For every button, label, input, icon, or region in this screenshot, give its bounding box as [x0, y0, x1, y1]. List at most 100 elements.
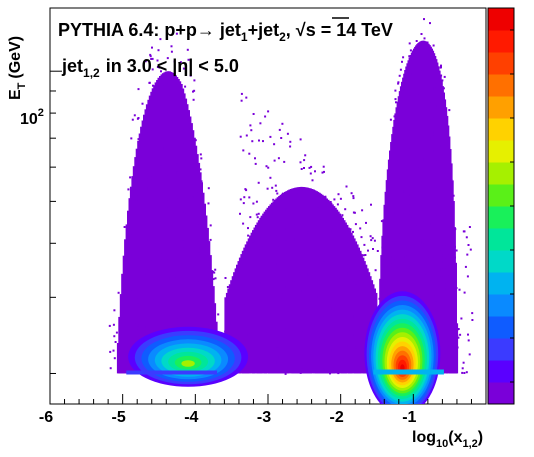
heat-cell	[302, 329, 305, 332]
heat-cell	[359, 250, 362, 374]
heat-cell	[113, 357, 116, 360]
heat-cell	[442, 261, 445, 264]
x-tick-label: -6	[39, 409, 53, 426]
heat-cell	[189, 116, 192, 374]
heat-cell	[147, 139, 150, 142]
heat-cell	[271, 324, 274, 327]
y-tick-label: 102	[20, 107, 44, 128]
heat-cell	[329, 349, 332, 352]
heat-cell	[398, 256, 401, 259]
heat-cell	[294, 222, 297, 225]
colorbar-segment	[488, 96, 514, 119]
heat-cell	[356, 334, 359, 337]
heat-cell	[429, 280, 432, 283]
heat-cell	[198, 162, 201, 374]
heat-cell	[276, 239, 279, 242]
heat-cell	[266, 332, 268, 335]
heat-cell	[239, 212, 241, 215]
heat-cell	[346, 262, 349, 265]
heat-cell	[210, 278, 212, 281]
heat-cell	[419, 249, 422, 252]
heat-cell	[208, 278, 211, 280]
heat-cell	[281, 122, 284, 125]
heat-cell	[159, 38, 162, 41]
heat-cell	[386, 169, 389, 374]
heat-cell	[289, 203, 292, 205]
heat-cell	[400, 196, 403, 199]
heat-cell	[459, 333, 462, 336]
heat-cell	[246, 246, 249, 249]
heat-cell	[133, 114, 136, 117]
heat-cell	[182, 247, 185, 250]
heat-cell	[342, 281, 345, 284]
heat-cell	[135, 298, 138, 301]
heat-cell	[125, 224, 128, 374]
heat-cell	[445, 268, 448, 271]
heat-cell	[187, 201, 190, 204]
heat-cell	[376, 250, 379, 252]
heat-cell	[408, 93, 410, 96]
heat-cell	[432, 255, 435, 258]
heat-cell	[335, 370, 338, 373]
heat-cell	[330, 202, 333, 374]
heat-cell	[291, 188, 294, 374]
heat-cell	[165, 112, 168, 115]
heat-cell	[186, 104, 189, 374]
heat-cell	[136, 272, 138, 274]
heat-cell	[267, 110, 270, 113]
heat-cell	[135, 200, 138, 203]
heat-cell	[453, 201, 455, 374]
heat-cell	[160, 257, 162, 260]
heat-cell	[224, 277, 227, 279]
heat-cell	[135, 193, 138, 196]
heat-cell	[265, 165, 268, 168]
heat-cell	[448, 136, 451, 374]
heat-cell	[374, 269, 377, 272]
heat-cell	[401, 137, 404, 140]
heat-cell	[418, 228, 420, 231]
heat-cell	[307, 273, 310, 276]
heat-cell	[303, 325, 305, 327]
heat-cell	[197, 247, 200, 250]
heat-cell	[365, 290, 368, 293]
heat-cell	[450, 320, 453, 323]
heat-cell	[269, 362, 272, 364]
heat-cell	[466, 253, 469, 256]
heat-cell	[351, 333, 354, 336]
heat-cell	[416, 94, 419, 97]
heat-cell	[165, 83, 168, 86]
heat-cell	[460, 317, 463, 320]
heat-cell	[238, 257, 241, 374]
heat-cell	[370, 203, 372, 206]
heat-cell	[133, 265, 136, 268]
heat-cell	[148, 181, 151, 184]
heat-cell	[308, 166, 311, 169]
heat-cell	[411, 50, 414, 374]
heat-cell	[384, 191, 387, 374]
heat-cell	[438, 77, 441, 80]
heat-cell	[264, 365, 267, 368]
heat-cell	[118, 316, 121, 374]
heat-cell	[407, 60, 409, 374]
heat-cell	[240, 99, 243, 102]
heat-cell	[329, 307, 332, 310]
heat-cell	[450, 179, 453, 181]
heat-cell	[275, 198, 278, 374]
heat-cell	[173, 277, 176, 280]
heat-cell	[378, 297, 381, 300]
heat-cell	[188, 117, 191, 120]
heat-cell	[314, 170, 316, 173]
heat-cell	[323, 221, 326, 224]
heat-cell	[446, 252, 449, 255]
heat-cell	[286, 253, 289, 256]
heat-cell	[200, 192, 203, 195]
heat-cell	[450, 303, 453, 306]
heat-cell	[408, 55, 411, 58]
heat-cell	[138, 164, 141, 166]
heat-cell	[266, 330, 269, 333]
heat-cell	[444, 99, 447, 374]
heat-cell	[234, 268, 237, 374]
heat-cell	[265, 237, 268, 240]
heat-cell	[362, 254, 365, 257]
heat-cell	[184, 179, 187, 182]
